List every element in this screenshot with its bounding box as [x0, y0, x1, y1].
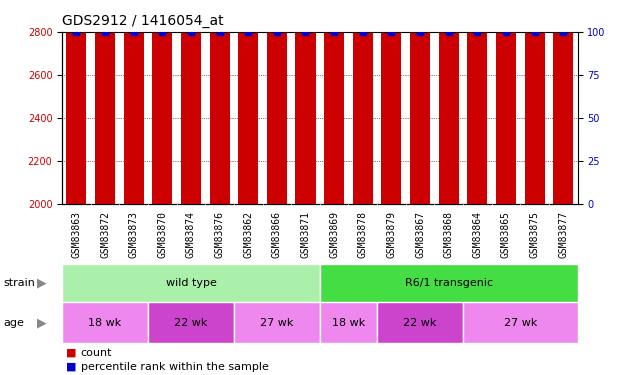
Bar — [296, 0, 315, 204]
Bar — [496, 0, 516, 204]
Text: count: count — [81, 348, 112, 357]
Bar — [238, 0, 258, 204]
Bar — [95, 0, 115, 204]
Text: ■: ■ — [66, 348, 76, 357]
Bar — [181, 0, 201, 204]
Bar — [320, 264, 578, 302]
Text: ▶: ▶ — [37, 316, 47, 329]
Text: GSM83878: GSM83878 — [358, 211, 368, 258]
Text: 22 wk: 22 wk — [404, 318, 437, 327]
Text: GSM83867: GSM83867 — [415, 211, 425, 258]
Text: GSM83879: GSM83879 — [386, 211, 396, 258]
Text: 18 wk: 18 wk — [88, 318, 122, 327]
Text: GSM83873: GSM83873 — [129, 211, 138, 258]
Text: 18 wk: 18 wk — [332, 318, 365, 327]
Text: GSM83877: GSM83877 — [558, 211, 568, 258]
Text: wild type: wild type — [166, 278, 216, 288]
Text: GSM83871: GSM83871 — [301, 211, 310, 258]
Text: GSM83866: GSM83866 — [272, 211, 282, 258]
Text: 27 wk: 27 wk — [260, 318, 294, 327]
Text: GSM83862: GSM83862 — [243, 211, 253, 258]
Text: R6/1 transgenic: R6/1 transgenic — [405, 278, 492, 288]
Text: ■: ■ — [66, 362, 76, 372]
Bar — [320, 302, 377, 343]
Bar — [553, 0, 573, 204]
Bar — [438, 0, 459, 204]
Bar — [66, 0, 86, 204]
Bar — [62, 264, 320, 302]
Bar — [267, 0, 287, 204]
Text: GSM83863: GSM83863 — [71, 211, 81, 258]
Bar — [124, 0, 143, 204]
Bar — [463, 302, 578, 343]
Bar — [324, 0, 344, 204]
Text: percentile rank within the sample: percentile rank within the sample — [81, 362, 269, 372]
Bar — [234, 302, 320, 343]
Bar — [152, 0, 173, 204]
Text: GSM83876: GSM83876 — [215, 211, 225, 258]
Text: GSM83872: GSM83872 — [100, 211, 110, 258]
Bar — [381, 0, 401, 204]
Bar — [209, 0, 230, 204]
Text: GSM83875: GSM83875 — [530, 211, 540, 258]
Bar — [410, 0, 430, 204]
Text: GSM83869: GSM83869 — [329, 211, 339, 258]
Text: ▶: ▶ — [37, 277, 47, 290]
Bar — [148, 302, 234, 343]
Text: 22 wk: 22 wk — [175, 318, 207, 327]
Bar — [377, 302, 463, 343]
Text: GSM83865: GSM83865 — [501, 211, 511, 258]
Text: age: age — [3, 318, 24, 327]
Bar — [62, 302, 148, 343]
Text: strain: strain — [3, 278, 35, 288]
Text: GSM83874: GSM83874 — [186, 211, 196, 258]
Bar — [525, 0, 545, 204]
Text: GSM83864: GSM83864 — [473, 211, 483, 258]
Text: GSM83868: GSM83868 — [443, 211, 454, 258]
Text: GDS2912 / 1416054_at: GDS2912 / 1416054_at — [62, 14, 224, 28]
Bar — [353, 0, 373, 204]
Bar — [467, 0, 487, 204]
Text: GSM83870: GSM83870 — [157, 211, 167, 258]
Text: 27 wk: 27 wk — [504, 318, 537, 327]
